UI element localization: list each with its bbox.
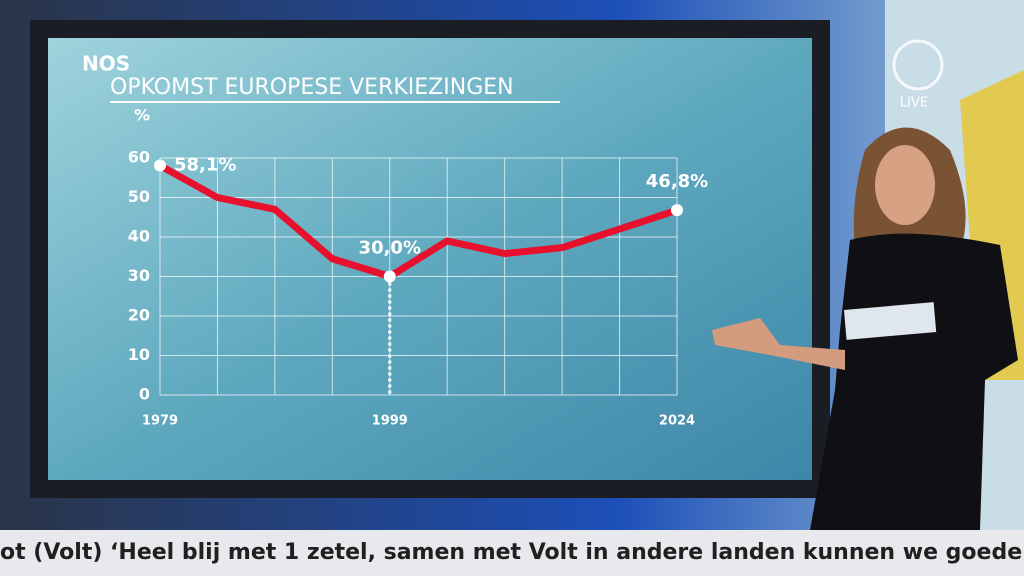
logo: NOS [82, 52, 130, 76]
ticker-bar [0, 530, 1024, 576]
face [875, 145, 935, 225]
data-point [154, 159, 166, 172]
value-label: 46,8% [646, 171, 708, 192]
y-tick-label: 0 [139, 385, 150, 404]
y-tick-label: 60 [128, 148, 150, 167]
data-line [158, 162, 679, 280]
presenter [712, 127, 1018, 531]
channel-label: LIVE [900, 96, 928, 111]
y-tick-label: 20 [128, 306, 150, 325]
y-tick-label: 10 [128, 345, 150, 364]
data-point [671, 204, 683, 217]
value-label: 58,1% [174, 155, 236, 176]
y-tick-label: 50 [128, 187, 150, 206]
x-tick-label: 1999 [372, 414, 408, 429]
value-label: 30,0% [359, 238, 421, 259]
channel-logo [892, 39, 944, 91]
arm [712, 318, 845, 370]
chart-title: OPKOMST EUROPESE VERKIEZINGEN [110, 75, 514, 100]
y-tick-label: 40 [128, 227, 150, 246]
chart: OPKOMST EUROPESE VERKIEZINGEN% 0 10 20 30 40 5… [110, 75, 708, 429]
y-axis-label: % [134, 106, 150, 125]
dress [810, 233, 1018, 531]
data-point [383, 270, 396, 283]
y-tick-label: 30 [128, 266, 150, 285]
x-tick-label: 1979 [142, 414, 178, 429]
cue-card [843, 302, 937, 340]
x-tick-label: 2024 [659, 414, 695, 429]
screen [48, 38, 812, 480]
ticker-text: ot (Volt) ‘Heel blij met 1 zetel, samen … [0, 540, 1024, 565]
